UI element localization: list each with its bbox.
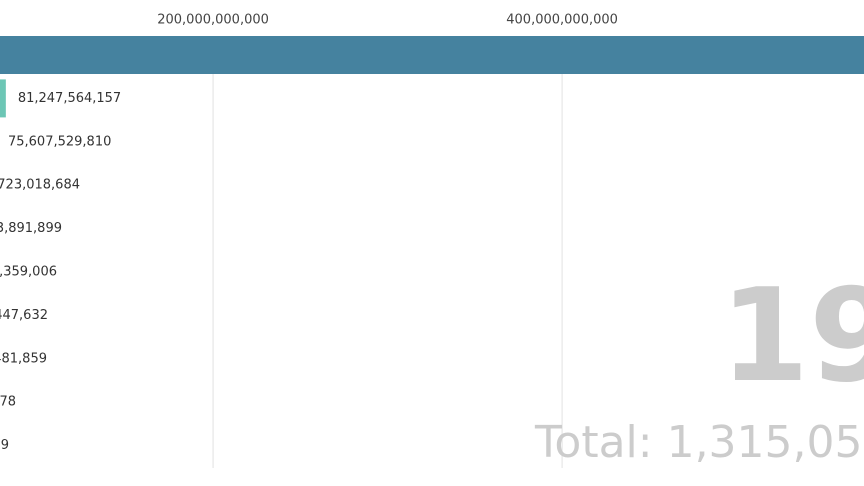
total-label: Total: 1,315,056,: [534, 417, 864, 468]
value-label: 578: [0, 395, 16, 410]
bar: [0, 79, 6, 118]
value-label: 481,859: [0, 351, 47, 366]
value-label: 447,632: [0, 308, 48, 323]
value-label: 81,247,564,157: [18, 91, 121, 106]
value-label: ,359,006: [0, 265, 57, 280]
value-label: 723,018,684: [0, 178, 80, 193]
bar: [0, 36, 864, 74]
x-tick-label: 200,000,000,000: [157, 13, 269, 28]
value-label: 75,607,529,810: [8, 134, 111, 149]
year-label: 19: [720, 262, 864, 411]
value-label: 3,891,899: [0, 221, 62, 236]
value-label: 9: [1, 438, 9, 453]
x-tick-label: 400,000,000,000: [506, 13, 618, 28]
